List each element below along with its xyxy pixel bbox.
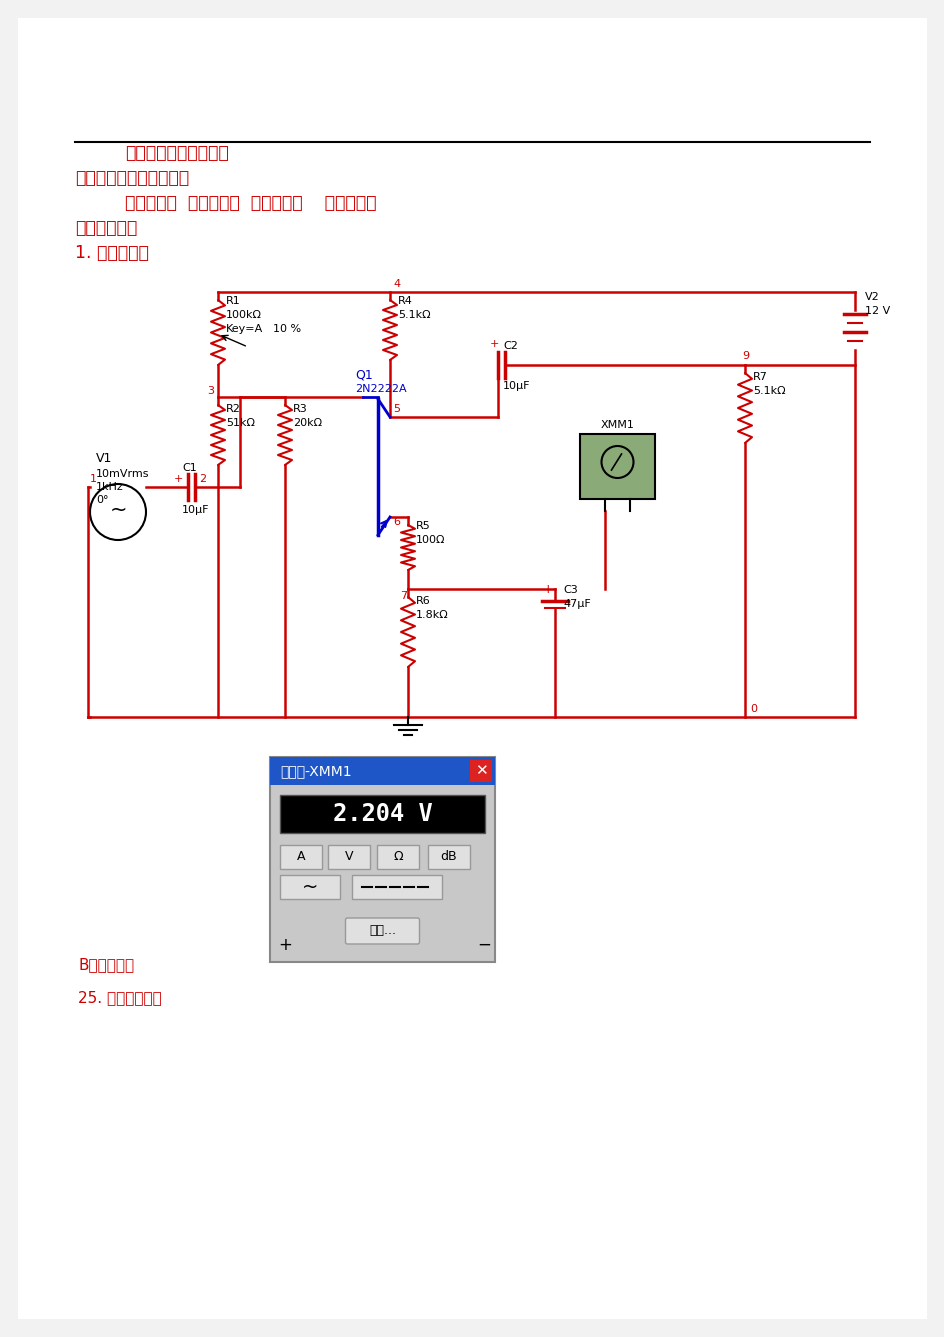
Text: C2: C2 (502, 341, 517, 352)
Text: R1: R1 (226, 295, 241, 306)
Bar (428, 845, 469, 869)
Text: 7: 7 (399, 591, 407, 602)
Text: 5: 5 (393, 404, 399, 414)
Text: 10 %: 10 % (273, 324, 301, 334)
Bar (270, 757, 495, 963)
Text: C1: C1 (182, 463, 196, 473)
Text: V1: V1 (96, 452, 112, 465)
Text: Q1: Q1 (355, 369, 372, 382)
Bar (279, 845, 322, 869)
Text: 4: 4 (393, 279, 399, 289)
Text: +: + (278, 936, 292, 955)
Text: XMM1: XMM1 (600, 421, 633, 431)
Bar (377, 845, 418, 869)
Text: R2: R2 (226, 404, 241, 414)
Text: ~: ~ (110, 500, 126, 520)
Text: A: A (296, 850, 305, 864)
Text: 20kΩ: 20kΩ (293, 418, 322, 428)
Text: V: V (345, 850, 353, 864)
Text: 1: 1 (90, 475, 97, 484)
Text: 6: 6 (393, 517, 399, 527)
Bar (279, 796, 484, 833)
Text: 1. 仿真电路图: 1. 仿真电路图 (75, 243, 149, 262)
Text: 2: 2 (199, 475, 206, 484)
Text: 5.1kΩ: 5.1kΩ (752, 386, 784, 396)
Bar (279, 874, 340, 898)
Bar (270, 757, 495, 785)
Text: B级对地电压: B级对地电压 (78, 957, 134, 972)
Text: 10μF: 10μF (502, 381, 530, 390)
Text: 1.8kΩ: 1.8kΩ (415, 610, 448, 620)
Text: ~: ~ (301, 877, 318, 897)
Text: 100Ω: 100Ω (415, 535, 445, 545)
Text: R3: R3 (293, 404, 308, 414)
Text: +: + (174, 475, 183, 484)
Text: 0: 0 (750, 705, 756, 714)
Text: R7: R7 (752, 372, 767, 382)
Text: 1kHz: 1kHz (96, 483, 124, 492)
Text: +: + (543, 583, 553, 596)
Text: 0°: 0° (96, 495, 109, 505)
Text: ✕: ✕ (474, 763, 487, 778)
Bar (351, 874, 442, 898)
Text: R6: R6 (415, 596, 430, 606)
Text: 2N2222A: 2N2222A (355, 384, 406, 394)
Bar (580, 435, 654, 499)
Text: −: − (477, 936, 490, 955)
Text: R4: R4 (397, 295, 413, 306)
Text: 10mVrms: 10mVrms (96, 469, 149, 479)
Text: 万用表-XMM1: 万用表-XMM1 (279, 763, 351, 778)
Text: 100kΩ: 100kΩ (226, 310, 261, 320)
Text: Ω: Ω (393, 850, 402, 864)
Text: 9: 9 (741, 352, 749, 361)
Text: 10μF: 10μF (182, 505, 210, 515)
Text: dB: dB (440, 850, 457, 864)
Text: 12 V: 12 V (864, 306, 889, 316)
Bar (328, 845, 370, 869)
Bar (469, 759, 492, 782)
Text: Key=A: Key=A (226, 324, 263, 334)
Text: 25. 静态数据仿真: 25. 静态数据仿真 (78, 989, 161, 1005)
Text: 3: 3 (207, 386, 213, 396)
Text: 解共射级电路的特性。: 解共射级电路的特性。 (125, 144, 228, 162)
Text: 三、实验步骤: 三、实验步骤 (75, 219, 137, 237)
Text: R5: R5 (415, 521, 430, 531)
Text: 51kΩ: 51kΩ (226, 418, 255, 428)
Text: 二、虚拟实验仪器及器材: 二、虚拟实验仪器及器材 (75, 168, 189, 187)
Text: 47μF: 47μF (563, 599, 590, 608)
Text: 双踪示波器  信号发生器  交流毫伏表    数字万用表: 双踪示波器 信号发生器 交流毫伏表 数字万用表 (125, 194, 376, 213)
Text: V2: V2 (864, 291, 879, 302)
FancyBboxPatch shape (346, 919, 419, 944)
Text: 5.1kΩ: 5.1kΩ (397, 310, 430, 320)
Text: 设置...: 设置... (368, 924, 396, 937)
Text: 2.204 V: 2.204 V (332, 802, 432, 826)
Text: +: + (490, 340, 498, 349)
Text: C3: C3 (563, 586, 577, 595)
